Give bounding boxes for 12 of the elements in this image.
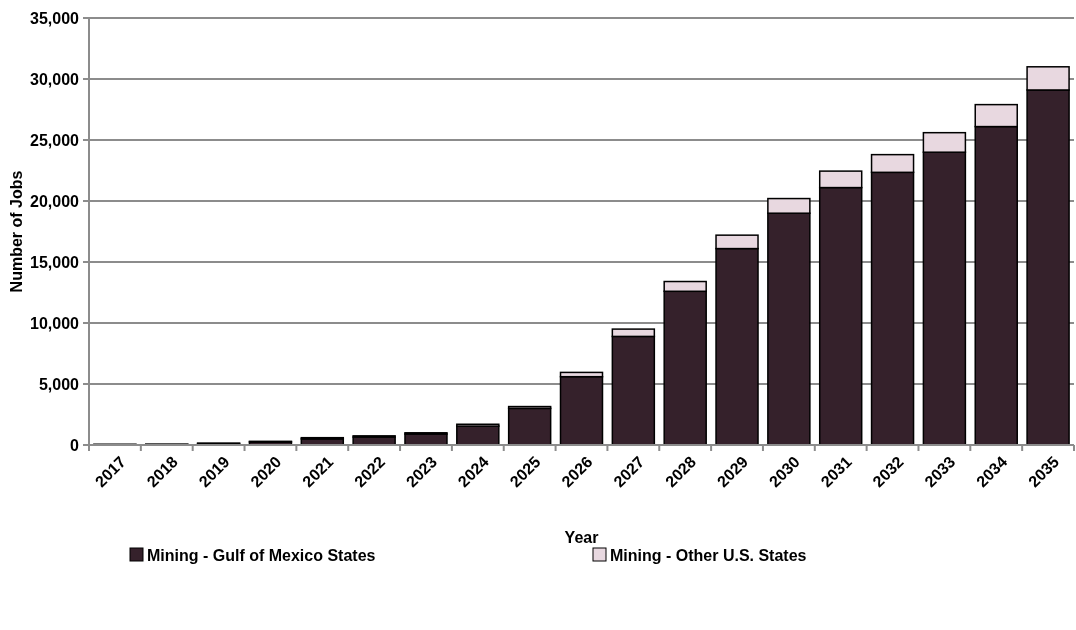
y-tick-label: 30,000 — [30, 70, 80, 88]
y-tick-label: 15,000 — [30, 253, 80, 271]
y-axis-title: Number of Jobs — [8, 170, 25, 293]
y-tick-label: 5,000 — [38, 375, 80, 393]
y-tick-label: 10,000 — [30, 314, 80, 332]
y-tick-label: 35,000 — [30, 9, 80, 27]
y-tick-label: 20,000 — [30, 192, 80, 210]
legend-label: Mining - Other U.S. States — [610, 546, 807, 564]
x-axis-title: Year — [564, 529, 599, 546]
y-tick-label: 25,000 — [30, 131, 80, 149]
legend-label: Mining - Gulf of Mexico States — [147, 546, 376, 564]
y-tick-label: 0 — [70, 436, 80, 454]
